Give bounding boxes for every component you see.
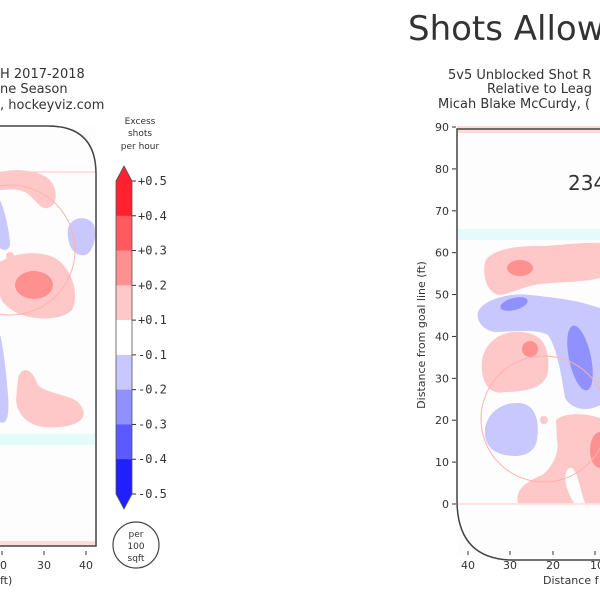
right-x-tick-label: 40 — [461, 559, 475, 572]
colorbar-tick-label: +0.2 — [138, 278, 167, 292]
left-red-blob-low — [16, 369, 84, 428]
colorbar-segment — [116, 215, 132, 252]
right-y-tick-label: 50 — [435, 289, 449, 302]
left-x-axis-label: ft) — [0, 574, 12, 587]
left-x-tick-label: 0 — [0, 559, 7, 572]
right-blue-line — [457, 229, 600, 240]
right-x-tick-label: 20 — [546, 559, 560, 572]
right-y-tick-label: 40 — [435, 330, 449, 343]
colorbar-tick-label: -0.5 — [138, 487, 167, 501]
colorbar-tick-label: -0.2 — [138, 383, 167, 397]
colorbar: Excess shots per hour +0.5+0.4+0.3+0.2+0… — [112, 117, 167, 569]
unit-badge-line-3: sqft — [128, 554, 145, 564]
right-title-line-3: Micah Blake McCurdy, ( — [438, 97, 590, 112]
right-blue-core-mid — [567, 325, 593, 391]
right-y-tick-label: 10 — [435, 456, 449, 469]
colorbar-extend-max — [116, 166, 132, 181]
right-y-tick-label: 20 — [435, 414, 449, 427]
colorbar-segment — [116, 424, 132, 460]
right-title-line-1: 5v5 Unblocked Shot R — [448, 68, 591, 83]
left-x-tick-label: 40 — [79, 559, 93, 572]
colorbar-segment — [116, 320, 132, 356]
colorbar-tick-label: -0.3 — [138, 417, 167, 431]
left-title-line-3: , hockeyviz.com — [0, 98, 104, 113]
colorbar-segment — [116, 389, 132, 425]
right-blue-core-top — [500, 297, 528, 311]
right-title-line-2: Relative to Leag — [487, 82, 592, 97]
colorbar-segment — [116, 250, 132, 286]
right-blue-blob-top — [477, 294, 600, 410]
colorbar-title-line-2: shots — [128, 129, 152, 139]
colorbar-tick-label: +0.4 — [138, 209, 167, 223]
left-red-blob-top — [0, 170, 56, 209]
colorbar-segments — [115, 165, 133, 510]
right-panel: 5v5 Unblocked Shot R Relative to Leag Mi… — [415, 68, 600, 587]
right-x-tick-label: 10 — [590, 559, 600, 572]
left-blue-blob-left — [0, 200, 10, 250]
left-center-line — [0, 541, 95, 546]
colorbar-tick-label: +0.5 — [138, 174, 167, 188]
left-boards — [0, 125, 97, 547]
colorbar-tick-label: +0.1 — [138, 313, 167, 327]
colorbar-segment — [116, 354, 132, 391]
main-title: Shots Allowe — [408, 9, 600, 49]
colorbar-title-line-1: Excess — [125, 117, 156, 127]
left-x-tick-label: 30 — [37, 559, 51, 572]
right-y-tick-label: 90 — [435, 121, 449, 134]
colorbar-extend-min — [116, 494, 132, 509]
colorbar-title-line-3: per hour — [121, 142, 160, 152]
right-y-tick-label: 30 — [435, 372, 449, 385]
left-title-line-1: H 2017-2018 — [0, 67, 85, 82]
unit-badge-line-1: per — [129, 530, 144, 540]
left-contours — [0, 170, 96, 428]
colorbar-segment — [116, 285, 132, 321]
left-faceoff-circle — [0, 184, 76, 316]
right-annotation: 234 — [568, 171, 600, 195]
right-blue-blob-low — [484, 402, 538, 457]
right-x-axis-label: Distance f — [543, 574, 600, 587]
left-red-core — [15, 271, 53, 299]
right-red-core-mid — [522, 341, 538, 357]
colorbar-tick-label: -0.4 — [138, 452, 167, 466]
left-panel: H 2017-2018 ne Season , hockeyviz.com — [0, 67, 104, 587]
left-x-axis: 0 30 40 ft) — [0, 551, 93, 587]
right-y-tick-label: 80 — [435, 163, 449, 176]
right-red-dot — [540, 416, 548, 424]
right-red-blob-top — [484, 242, 600, 295]
right-y-axis-label: Distance from goal line (ft) — [415, 261, 428, 409]
right-x-axis: 40 30 20 10 Distance f — [461, 551, 600, 587]
colorbar-ticks: +0.5 +0.4 +0.3 +0.2 +0.1 -0.1 -0.2 -0.3 -0.4 -0.5 — [132, 174, 167, 501]
right-red-blob-bottom — [517, 414, 600, 503]
right-y-tick-label: 0 — [442, 498, 449, 511]
right-red-core-top — [507, 260, 533, 276]
right-x-tick-label: 30 — [503, 559, 517, 572]
left-blue-blob-low — [0, 335, 9, 423]
right-y-axis: 0 10 20 30 40 50 60 70 80 90 — [435, 121, 456, 511]
right-contours — [477, 242, 600, 503]
unit-badge-line-2: 100 — [127, 542, 144, 552]
right-y-tick-label: 60 — [435, 247, 449, 260]
right-y-tick-label: 70 — [435, 205, 449, 218]
right-faceoff-circle — [480, 355, 600, 483]
colorbar-tick-label: -0.1 — [138, 348, 167, 362]
right-boards — [456, 128, 600, 561]
colorbar-segment — [116, 181, 132, 217]
colorbar-segment — [116, 459, 132, 495]
left-blue-line — [0, 434, 95, 445]
left-title-line-2: ne Season — [0, 82, 68, 97]
unit-badge — [112, 521, 160, 569]
colorbar-tick-label: +0.3 — [138, 244, 167, 258]
